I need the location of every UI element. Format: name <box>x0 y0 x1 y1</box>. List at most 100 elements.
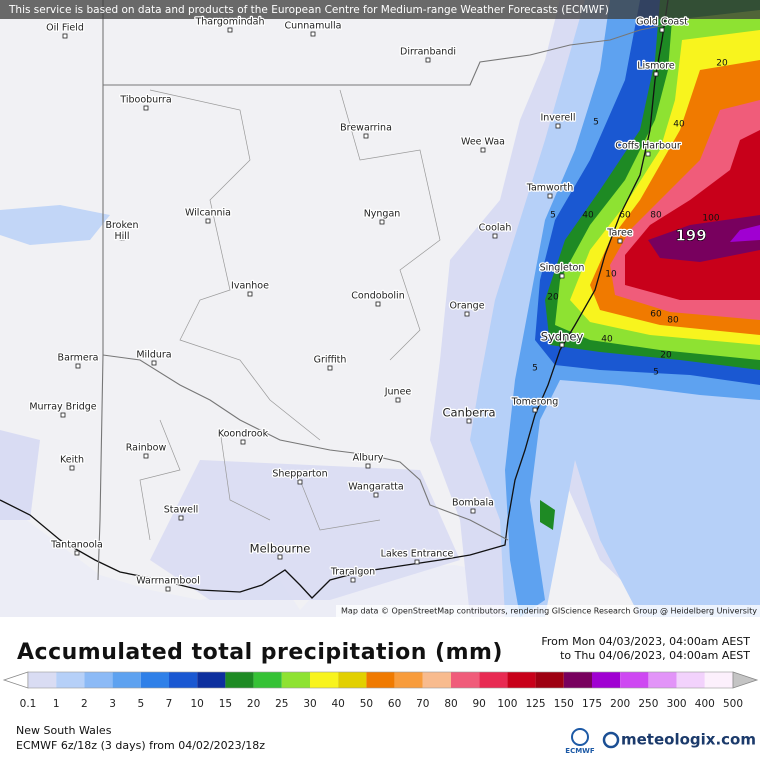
place-label: Shepparton <box>272 469 327 480</box>
colorbar-tick-label: 100 <box>497 698 517 710</box>
region: New South Wales <box>16 724 112 737</box>
title: Accumulated total precipitation (mm) <box>17 640 503 665</box>
place-dot <box>350 577 356 583</box>
place-label: Tomerong <box>511 397 559 408</box>
place-label: Tibooburra <box>119 95 171 106</box>
place-label: Oil Field <box>46 23 84 34</box>
place-dot <box>532 407 538 413</box>
ecmwf-logo: ECMWF <box>565 728 595 755</box>
colorbar-tick-label: 5 <box>137 698 144 710</box>
place-dot <box>119 235 125 241</box>
contour-label: 40 <box>601 335 613 345</box>
rain-area <box>0 430 40 520</box>
colorbar-swatch <box>253 672 282 688</box>
place-dot <box>464 311 470 317</box>
colorbar-tick-label: 20 <box>247 698 260 710</box>
place-dot <box>373 492 379 498</box>
place-label: Lakes Entrance <box>381 549 454 560</box>
place-label: Taree <box>606 228 633 239</box>
colorbar-tick-label: 3 <box>109 698 116 710</box>
place-dot <box>327 365 333 371</box>
place-label: Nyngan <box>364 209 401 220</box>
contour-label: 5 <box>593 118 599 128</box>
colorbar-swatch <box>394 672 423 688</box>
state-border <box>102 354 509 541</box>
place-dot <box>143 105 149 111</box>
colorbar-swatch <box>479 672 508 688</box>
place-dot <box>645 151 651 157</box>
place-dot <box>379 219 385 225</box>
rain-area <box>0 205 110 245</box>
colorbar-tick-label: 1 <box>53 698 60 710</box>
contour-label: 5 <box>653 368 659 378</box>
place-dot <box>178 515 184 521</box>
place-dot <box>277 554 283 560</box>
colorbar-swatch <box>366 672 395 688</box>
place-dot <box>617 238 623 244</box>
brand-mark <box>602 731 620 749</box>
place-label: Condobolin <box>351 291 404 302</box>
contour-label: 5 <box>550 211 556 221</box>
place-dot <box>480 147 486 153</box>
colorbar-tick-label: 400 <box>695 698 715 710</box>
legend-panel <box>0 617 760 760</box>
contour-label: 10 <box>605 270 617 280</box>
place-label: Dirranbandi <box>400 47 456 58</box>
place-dot <box>151 360 157 366</box>
place-dot <box>143 453 149 459</box>
colorbar-tick-label: 0.1 <box>20 698 37 710</box>
place-dot <box>75 363 81 369</box>
rain-area <box>625 130 760 300</box>
colorbar-swatch <box>84 672 113 688</box>
place-label: Coolah <box>479 223 512 234</box>
period-start: From Mon 04/03/2023, 04:00am AEST <box>541 635 750 648</box>
colorbar-swatch <box>592 672 621 688</box>
place-dot <box>69 465 75 471</box>
colorbar-swatch <box>648 672 677 688</box>
place-label: Traralgon <box>330 567 375 578</box>
place-label: Thargomindah <box>194 17 264 28</box>
colorbar-frame <box>27 671 734 689</box>
colorbar-tick-label: 30 <box>303 698 316 710</box>
place-label: Sydney <box>541 330 584 344</box>
contour-label: 5 <box>532 364 538 374</box>
state-border <box>97 0 666 581</box>
colorbar-swatch <box>676 672 705 688</box>
colorbar-tick-label: 25 <box>275 698 288 710</box>
place-label: Coffs Harbour <box>615 141 681 152</box>
colorbar-tick-label: 200 <box>610 698 630 710</box>
colorbar-tick-label: 150 <box>554 698 574 710</box>
colorbar-swatch <box>28 672 57 688</box>
place-label: Ivanhoe <box>231 281 269 292</box>
contour-label: 80 <box>650 211 662 221</box>
colorbar-swatch <box>281 672 310 688</box>
place-label: Lismore <box>637 61 675 72</box>
colorbar-swatch <box>310 672 339 688</box>
place-label: Gold Coast <box>636 17 688 28</box>
place-label: Orange <box>449 301 484 312</box>
colorbar-swatch <box>451 672 480 688</box>
place-dot <box>555 123 561 129</box>
place-dot <box>414 559 420 565</box>
place-dot <box>310 31 316 37</box>
colorbar-swatch <box>704 672 733 688</box>
colorbar-swatch <box>563 672 592 688</box>
place-dot <box>363 133 369 139</box>
rain-area <box>730 225 760 242</box>
place-label: Koondrook <box>218 429 269 440</box>
place-dot <box>492 233 498 239</box>
place-dot <box>375 301 381 307</box>
place-label: Melbourne <box>250 542 311 556</box>
colorbar-tick-label: 2 <box>81 698 88 710</box>
place-label: Brewarrina <box>340 123 392 134</box>
place-dot <box>247 291 253 297</box>
coastline <box>0 0 669 599</box>
colorbar-swatch <box>422 672 451 688</box>
colorbar-tick-label: 10 <box>191 698 204 710</box>
colorbar-tick-label: 60 <box>388 698 401 710</box>
place-dot <box>547 193 553 199</box>
place-label: Inverell <box>540 113 575 124</box>
place-label: Wangaratta <box>348 482 403 493</box>
